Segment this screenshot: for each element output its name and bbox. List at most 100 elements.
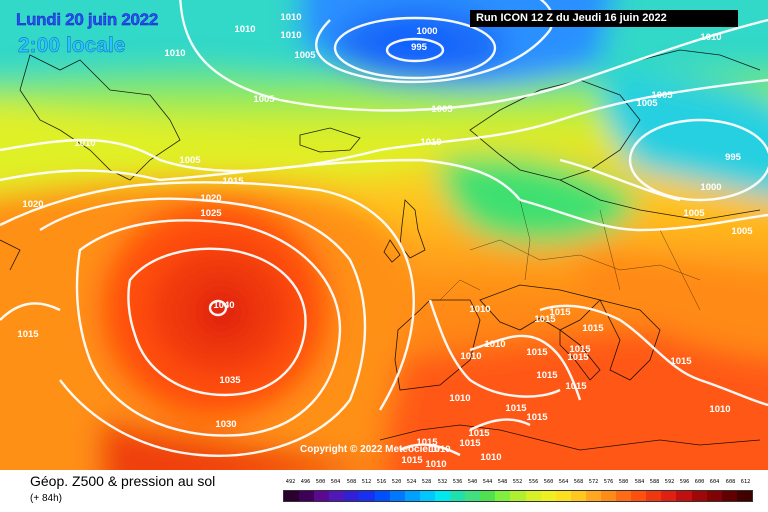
legend-swatch xyxy=(736,491,752,501)
legend-swatch xyxy=(359,491,375,501)
legend-swatch xyxy=(510,491,526,501)
legend-value: 556 xyxy=(528,479,538,485)
isobar-label: 995 xyxy=(725,152,742,163)
isobar-label: 1015 xyxy=(549,307,571,318)
isobar-label: 1000 xyxy=(416,26,437,37)
coastlines xyxy=(0,49,761,451)
isobar-label: 1015 xyxy=(536,370,558,381)
isobar-label: 1005 xyxy=(651,90,673,101)
legend-swatch xyxy=(419,491,435,501)
legend-value: 580 xyxy=(619,479,629,485)
isobar-label: 995 xyxy=(411,42,428,53)
isobar-label: 1015 xyxy=(17,329,39,340)
isobar-label: 1010 xyxy=(280,12,301,23)
isobar-label: 1015 xyxy=(534,314,556,325)
map-footer: Géop. Z500 & pression au sol (+ 84h) 492… xyxy=(0,470,768,512)
legend-value: 568 xyxy=(573,479,584,485)
copyright-notice: Copyright © 2022 Meteociel.fr xyxy=(300,444,441,455)
legend-value: 532 xyxy=(437,479,447,485)
model-run-label: Run ICON 12 Z du Jeudi 16 juin 2022 xyxy=(470,10,738,27)
legend-swatch xyxy=(374,491,390,501)
forecast-date: Lundi 20 juin 2022 xyxy=(16,10,159,29)
isobar-label: 1010 xyxy=(234,24,255,35)
legend-value: 608 xyxy=(725,479,735,485)
legend-value: 612 xyxy=(740,479,751,485)
lead-time: (+ 84h) xyxy=(30,493,62,504)
legend-swatch xyxy=(706,491,722,501)
isobar-label: 1010 xyxy=(484,339,505,350)
isobar-label: 1015 xyxy=(459,438,481,449)
map-canvas: 1010101010101005101010009951010100510051… xyxy=(0,0,768,470)
legend-swatch xyxy=(540,491,556,501)
isobar-label: 1015 xyxy=(505,403,527,414)
legend-swatch xyxy=(344,491,360,501)
legend-value: 560 xyxy=(543,479,554,485)
isobar-label: 1005 xyxy=(431,104,453,115)
isobar-label: 1015 xyxy=(401,455,423,466)
isobar-label: 1010 xyxy=(449,393,470,404)
legend-swatch xyxy=(389,491,405,501)
legend-swatch xyxy=(631,491,647,501)
legend-value: 540 xyxy=(467,479,478,485)
legend-value: 584 xyxy=(634,479,644,485)
legend-value: 536 xyxy=(452,479,463,485)
legend-value: 516 xyxy=(376,479,387,485)
isobar-label: 1015 xyxy=(582,323,604,334)
isobar-label: 1015 xyxy=(670,356,692,367)
legend-value: 544 xyxy=(482,479,493,485)
forecast-time: 2:00 locale xyxy=(18,34,126,57)
isobar-label: 1030 xyxy=(215,419,236,430)
borders xyxy=(439,199,701,311)
isobar-label: 1015 xyxy=(569,344,591,355)
legend-swatch xyxy=(555,491,571,501)
legend-swatch xyxy=(480,491,496,501)
legend-value: 588 xyxy=(649,479,660,485)
isobar-label: 1010 xyxy=(420,137,441,148)
legend-value: 596 xyxy=(679,479,690,485)
legend-value: 500 xyxy=(316,479,326,485)
legend-value: 520 xyxy=(391,479,402,485)
legend-value: 604 xyxy=(710,479,720,485)
isobar-label: 1015 xyxy=(468,428,490,439)
legend-value: 496 xyxy=(300,479,311,485)
isobar-label: 1005 xyxy=(683,208,705,219)
legend-swatch xyxy=(616,491,632,501)
legend-swatch xyxy=(646,491,662,501)
isobar-label: 1010 xyxy=(480,452,501,463)
legend-value: 592 xyxy=(664,479,675,485)
isobar-label: 1010 xyxy=(429,444,450,455)
isobar-label: 1005 xyxy=(731,226,753,237)
isobar-label: 1015 xyxy=(416,437,438,448)
isobar-label: 1000 xyxy=(700,182,721,193)
legend-value: 552 xyxy=(513,479,523,485)
legend-value: 504 xyxy=(331,479,341,485)
isobars xyxy=(0,0,768,456)
legend-value: 572 xyxy=(588,479,599,485)
isobar-label: 1020 xyxy=(22,199,43,210)
isobar-label: 1015 xyxy=(526,412,548,423)
legend-swatch xyxy=(661,491,677,501)
legend-value: 576 xyxy=(604,479,614,485)
product-title: Géop. Z500 & pression au sol xyxy=(30,473,216,489)
legend-swatch xyxy=(434,491,451,501)
legend-swatch xyxy=(404,491,420,501)
isobar-label: 1010 xyxy=(74,138,95,149)
isobar-label: 1040 xyxy=(213,300,234,311)
isobar-label: 1010 xyxy=(700,32,721,43)
isobar-label: 1005 xyxy=(253,94,275,105)
legend-swatch xyxy=(600,491,617,501)
isobar-label: 1020 xyxy=(200,193,221,204)
legend-swatch xyxy=(525,491,541,501)
isobar-label: 1010 xyxy=(425,459,446,470)
isobar-label: 1025 xyxy=(200,208,222,219)
isobar-label: 1015 xyxy=(565,381,587,392)
color-legend xyxy=(283,490,753,502)
weather-map: 1010 1010 1010 1005 1010 1000 995 1010 1005 1005 1… xyxy=(0,0,768,470)
isobar-label: 1005 xyxy=(636,98,658,109)
legend-swatch xyxy=(495,491,511,501)
geopotential-field xyxy=(0,0,768,470)
isobar-label: 1005 xyxy=(179,155,201,166)
legend-value: 600 xyxy=(694,479,705,485)
isobar-label: 1015 xyxy=(567,352,589,363)
isobar-label: 1035 xyxy=(219,375,241,386)
